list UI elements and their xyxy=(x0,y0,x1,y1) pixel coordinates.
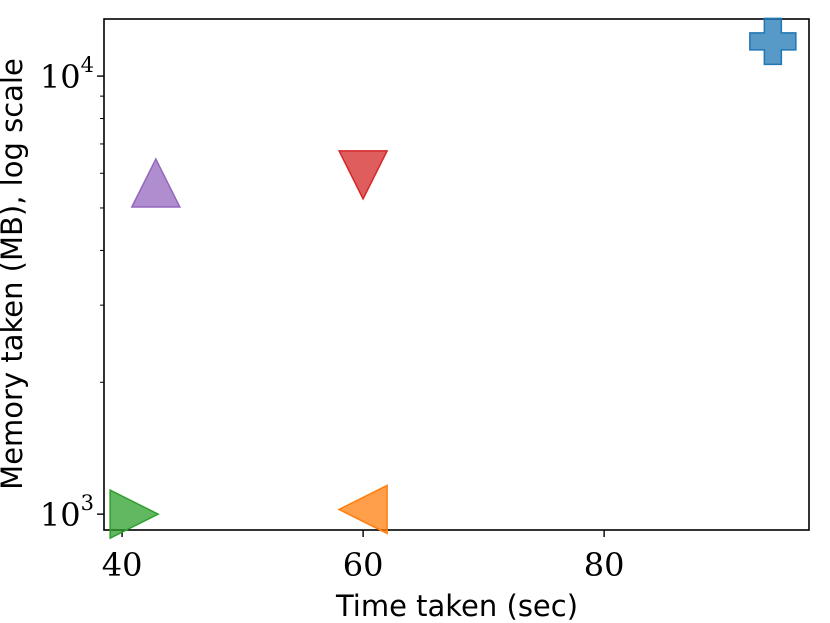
x-tick-label: 60 xyxy=(343,546,384,584)
y-tick-label: 104 xyxy=(40,53,94,96)
y-tick-base: 10 xyxy=(40,58,81,96)
y-tick-exponent: 4 xyxy=(81,53,94,77)
x-tick-label: 80 xyxy=(584,546,625,584)
y-axis-label: Memory taken (MB), log scale xyxy=(0,58,29,490)
y-tick-base: 10 xyxy=(40,496,81,534)
x-tick-label: 40 xyxy=(102,546,143,584)
marker-triangle-up xyxy=(130,157,182,208)
y-tick-label: 103 xyxy=(40,491,94,534)
x-axis-label: Time taken (sec) xyxy=(335,589,578,623)
marker-triangle-left xyxy=(337,484,388,535)
x-axis-ticks: 40 60 80 xyxy=(102,530,625,584)
y-tick-exponent: 3 xyxy=(81,491,94,515)
marker-triangle-right xyxy=(109,488,160,540)
data-points xyxy=(109,17,797,540)
plot-area xyxy=(103,18,810,531)
marker-triangle-down xyxy=(337,150,389,201)
marker-plus xyxy=(749,17,797,66)
